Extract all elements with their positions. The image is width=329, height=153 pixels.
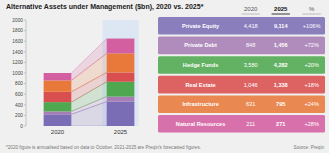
annotation: Source: Preqin [294, 145, 325, 150]
y-tick-label: 0 [20, 124, 23, 129]
row-label: Private Debt [184, 42, 217, 48]
table-value: +106% [303, 23, 321, 29]
bar-segment [107, 102, 135, 126]
table-value: 631 [246, 101, 255, 107]
y-tick [24, 51, 26, 52]
table-row [158, 95, 325, 113]
y-tick-label: 1400 [12, 50, 23, 55]
table-value: +72% [304, 42, 318, 48]
bar-segment [107, 72, 135, 81]
y-tick [24, 115, 26, 116]
header-underline [242, 14, 260, 15]
table-value: +20% [304, 62, 318, 68]
bar-segment [44, 114, 72, 126]
table-header: % [309, 6, 315, 12]
background [0, 0, 329, 153]
bar-segment [44, 80, 72, 91]
bar-segment [107, 39, 135, 54]
table-value: 4,418 [244, 23, 258, 29]
bar-segment [107, 82, 135, 97]
bar-segment [44, 73, 72, 80]
y-tick-label: 2000 [12, 18, 23, 23]
bar-segment [44, 92, 72, 102]
chart: Alternative Assets under Management ($bn… [0, 0, 329, 153]
y-tick-label: 1800 [12, 28, 23, 33]
table-header: 2020 [244, 6, 258, 12]
y-tick [24, 104, 26, 105]
y-tick-label: 800 [15, 81, 23, 86]
y-tick [24, 41, 26, 42]
table-header: 2025 [274, 6, 288, 12]
highlight-band [102, 20, 138, 126]
y-tick-label: 600 [15, 92, 23, 97]
header-underline [272, 14, 290, 15]
y-tick [24, 20, 26, 21]
table-value: 1,338 [274, 82, 288, 88]
row-label: Natural Resources [176, 121, 225, 127]
connector-line [71, 39, 106, 73]
y-tick [24, 94, 26, 95]
table-row [158, 56, 325, 74]
row-label: Real Estate [185, 82, 215, 88]
y-tick [24, 83, 26, 84]
header-underline [302, 14, 320, 15]
y-tick-label: 200 [15, 113, 23, 118]
y-tick-label: 400 [15, 103, 23, 108]
table-value: +18% [304, 82, 318, 88]
table-row [158, 115, 325, 133]
bar-segment [107, 53, 135, 72]
y-tick-label: 1600 [12, 39, 23, 44]
bar-segment [44, 102, 72, 111]
bar-segment [107, 97, 135, 102]
table-value: 3,580 [244, 62, 258, 68]
table-value: 211 [246, 121, 255, 127]
connector-line [71, 53, 106, 80]
connector [71, 39, 106, 81]
y-tick [24, 73, 26, 74]
x-tick-label: 2020 [51, 129, 65, 135]
bar-segment [44, 111, 72, 114]
row-label: Hedge Funds [183, 62, 218, 68]
table-row [158, 17, 325, 35]
table-value: 1,456 [274, 42, 288, 48]
table-row [158, 37, 325, 55]
title: Alternative Assets under Management ($bn… [6, 3, 204, 11]
table-value: 1,046 [244, 82, 258, 88]
row-label: Infrastructure [182, 101, 218, 107]
x-tick-label: 2025 [114, 129, 128, 135]
table-value: 9,114 [274, 23, 289, 29]
table-value: +28% [304, 121, 318, 127]
table-value: +24% [304, 101, 318, 107]
row-label: Private Equity [182, 23, 220, 29]
table-value: 271 [276, 121, 285, 127]
table-value: 4,282 [274, 62, 288, 68]
y-tick-label: 1200 [12, 60, 23, 65]
y-tick [24, 62, 26, 63]
y-tick-label: 1000 [12, 71, 23, 76]
table-value: 848 [246, 42, 255, 48]
table-row [158, 76, 325, 94]
plot-area [44, 39, 135, 126]
connector-line [71, 126, 106, 127]
y-tick [24, 30, 26, 31]
y-tick [24, 126, 26, 127]
annotation: *2020 figure is annualised based on data… [6, 145, 201, 150]
table-value: 795 [276, 101, 285, 107]
